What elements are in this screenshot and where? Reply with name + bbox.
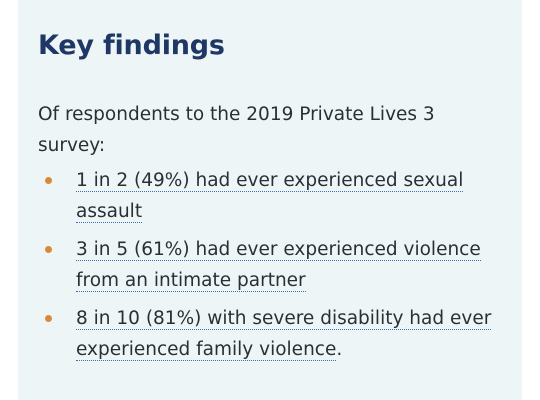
list-item: 1 in 2 (49%) had ever experienced sexual… (38, 165, 496, 227)
intro-text: Of respondents to the 2019 Private Lives… (38, 104, 435, 156)
list-item: 3 in 5 (61%) had ever experienced violen… (38, 234, 496, 296)
card-title: Key findings (38, 30, 225, 61)
finding-link[interactable]: 8 in 10 (81%) with severe disability had… (76, 308, 492, 361)
finding-link[interactable]: 3 in 5 (61%) had ever experienced violen… (76, 239, 481, 292)
bullet-dot-icon (45, 246, 52, 253)
key-findings-card: Key findings Of respondents to the 2019 … (18, 0, 522, 400)
findings-list: 1 in 2 (49%) had ever experienced sexual… (38, 165, 496, 365)
finding-link[interactable]: 1 in 2 (49%) had ever experienced sexual… (76, 170, 464, 223)
bullet-dot-icon (45, 177, 52, 184)
list-item: 8 in 10 (81%) with severe disability had… (38, 303, 496, 365)
bullet-dot-icon (45, 315, 52, 322)
finding-suffix: . (336, 339, 343, 360)
